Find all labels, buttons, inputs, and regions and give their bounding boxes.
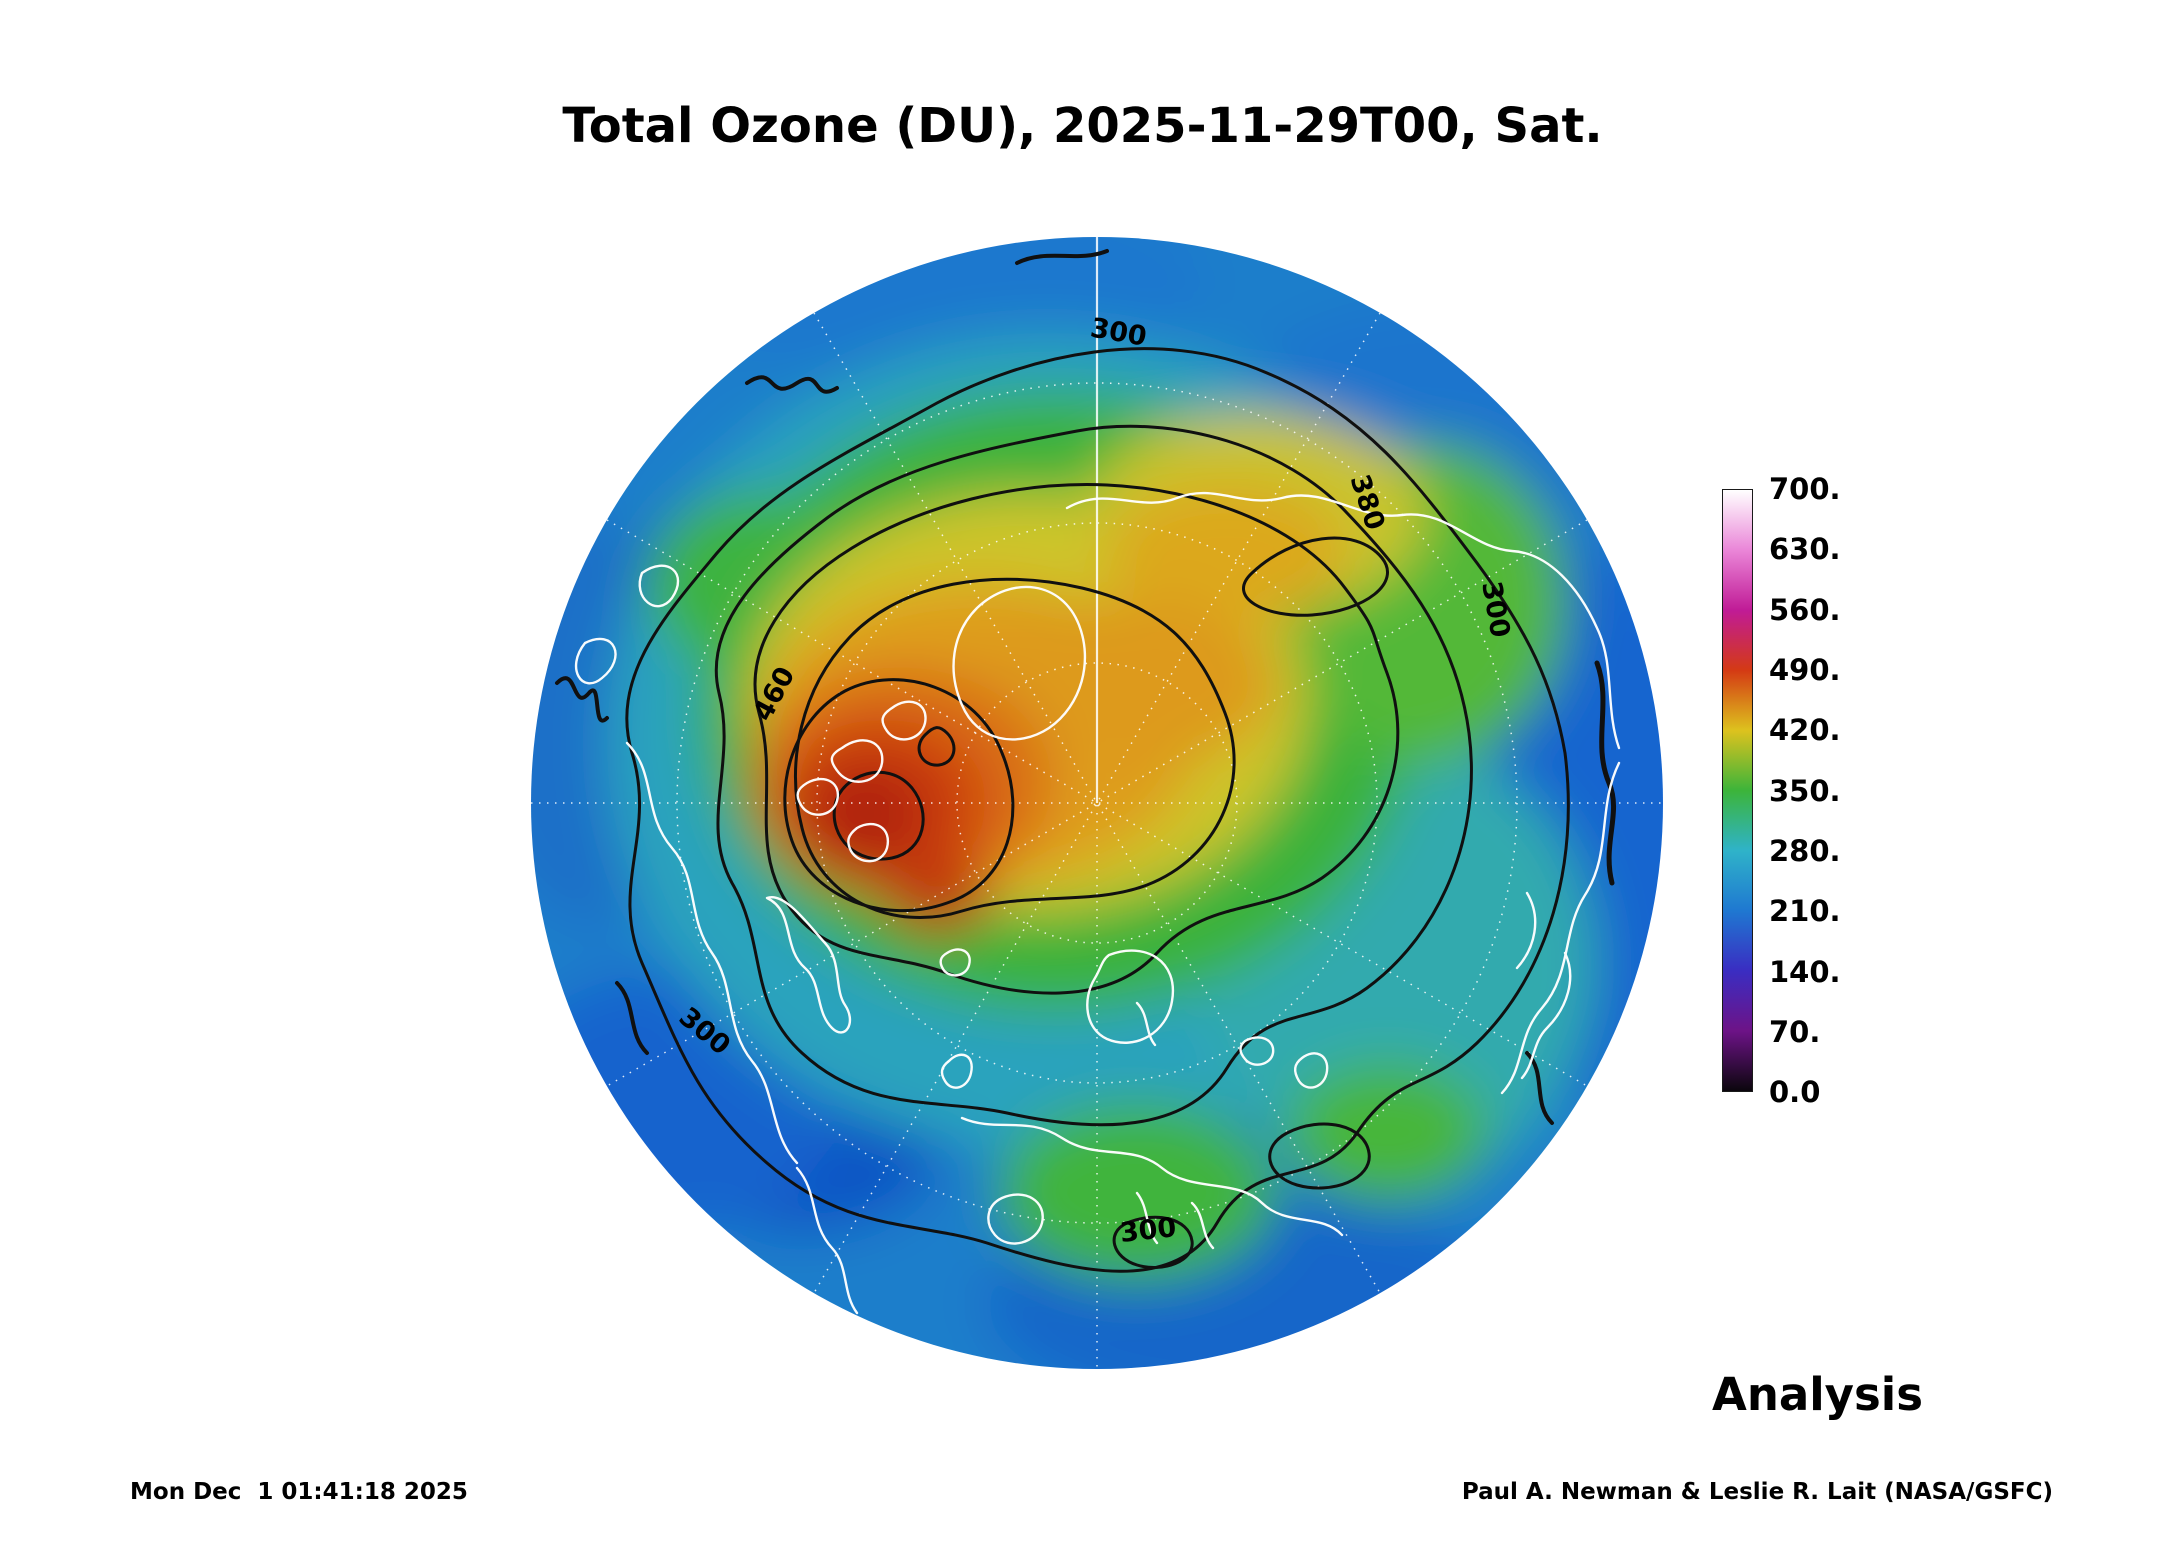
colorbar-tick-label: 560.	[1769, 593, 1841, 627]
colorbar-tick-label: 420.	[1769, 713, 1841, 747]
ozone-map-svg: 300 380 300 460 300 300	[531, 237, 1663, 1369]
timestamp: Mon Dec 1 01:41:18 2025	[130, 1479, 468, 1505]
globe-map: 300 380 300 460 300 300	[530, 236, 1664, 1370]
colorbar-tick-label: 140.	[1769, 955, 1841, 989]
contour-lines	[625, 347, 1570, 1273]
colorbar-tick-label: 210.	[1769, 894, 1841, 928]
page-title: Total Ozone (DU), 2025-11-29T00, Sat.	[562, 98, 1603, 154]
coastlines	[574, 491, 1621, 1315]
rim-contour-clusters	[555, 249, 1617, 1125]
colorbar-tick-label: 490.	[1769, 653, 1841, 687]
contour-label: 300	[1118, 1212, 1177, 1249]
colorbar-tick-label: 0.0	[1769, 1075, 1821, 1109]
colorbar-tick-label: 630.	[1769, 532, 1841, 566]
graticule	[531, 237, 1663, 1369]
colorbar-tick-label: 350.	[1769, 774, 1841, 808]
colorbar-tick-label: 280.	[1769, 834, 1841, 868]
credit: Paul A. Newman & Leslie R. Lait (NASA/GS…	[1461, 1479, 2053, 1505]
colorbar-gradient	[1722, 489, 1753, 1092]
colorbar-tick-label: 700.	[1769, 472, 1841, 506]
colorbar-tick-label: 70.	[1769, 1015, 1821, 1049]
colorbar: 700. 630. 560. 490. 420. 350. 280. 210. …	[1722, 472, 1842, 1109]
analysis-label: Analysis	[1712, 1368, 1923, 1421]
